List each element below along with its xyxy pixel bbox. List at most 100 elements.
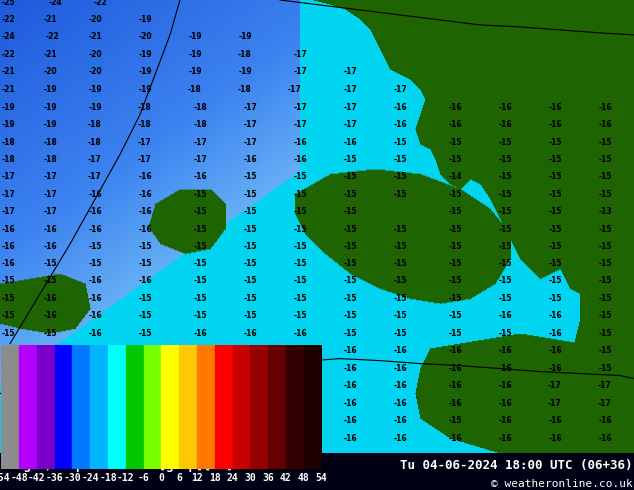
Text: -15: -15 — [598, 190, 612, 199]
Text: -16: -16 — [88, 276, 102, 285]
Text: Height/Temp. 500 hPa [gdmp][°C] ECMWF: Height/Temp. 500 hPa [gdmp][°C] ECMWF — [1, 459, 279, 472]
Text: -16: -16 — [138, 399, 152, 408]
Text: -15: -15 — [1, 311, 15, 320]
Text: -15: -15 — [448, 155, 462, 164]
Text: -16: -16 — [193, 416, 207, 425]
Text: -16: -16 — [293, 329, 307, 338]
Text: -20: -20 — [43, 67, 57, 76]
Text: -15: -15 — [598, 294, 612, 303]
Text: -15: -15 — [498, 155, 512, 164]
Text: -17: -17 — [293, 67, 307, 76]
Text: -15: -15 — [548, 260, 562, 269]
Text: -20: -20 — [88, 50, 102, 59]
Text: -15: -15 — [88, 381, 101, 390]
Text: -16: -16 — [293, 381, 307, 390]
Text: -18: -18 — [193, 120, 207, 129]
Text: -15: -15 — [598, 346, 612, 355]
Text: 568: 568 — [193, 356, 210, 365]
Text: 48: 48 — [298, 473, 309, 483]
Text: -13: -13 — [598, 207, 612, 216]
Text: -15: -15 — [448, 242, 462, 250]
Text: -6: -6 — [138, 473, 150, 483]
Text: -16: -16 — [193, 329, 207, 338]
Text: -16: -16 — [243, 416, 257, 425]
Text: -15: -15 — [1, 416, 15, 425]
Text: -15: -15 — [598, 155, 612, 164]
Text: -15: -15 — [548, 294, 562, 303]
Text: -16: -16 — [498, 311, 512, 320]
Text: -18: -18 — [138, 120, 152, 129]
Text: -17: -17 — [293, 50, 307, 59]
Text: -16: -16 — [448, 399, 462, 408]
Text: -16: -16 — [498, 120, 512, 129]
Text: -15: -15 — [448, 329, 462, 338]
Text: -15: -15 — [243, 224, 257, 234]
Text: -15: -15 — [498, 329, 512, 338]
Text: -16: -16 — [448, 364, 462, 373]
Text: -16: -16 — [393, 399, 407, 408]
Text: -19: -19 — [138, 67, 152, 76]
Text: -19: -19 — [138, 85, 152, 94]
Text: -16: -16 — [343, 138, 357, 147]
Text: -15: -15 — [498, 207, 512, 216]
Text: -15: -15 — [498, 260, 512, 269]
Text: -15: -15 — [598, 276, 612, 285]
Text: -15: -15 — [448, 138, 462, 147]
Text: -15: -15 — [343, 276, 357, 285]
Text: -16: -16 — [138, 346, 152, 355]
Text: -15: -15 — [138, 294, 152, 303]
Text: -15: -15 — [598, 329, 612, 338]
Text: -16: -16 — [393, 364, 407, 373]
Text: -14: -14 — [448, 172, 462, 181]
Text: 18: 18 — [209, 473, 221, 483]
Text: -19: -19 — [188, 67, 202, 76]
Text: -16: -16 — [43, 346, 57, 355]
Text: -17: -17 — [293, 103, 307, 112]
Text: -16: -16 — [88, 207, 102, 216]
Text: -15: -15 — [243, 242, 257, 250]
Text: -16: -16 — [138, 172, 152, 181]
Text: -17: -17 — [138, 155, 152, 164]
Text: -15: -15 — [294, 224, 307, 234]
Text: -15: -15 — [548, 155, 562, 164]
Text: -15: -15 — [598, 172, 612, 181]
Text: -15: -15 — [448, 276, 462, 285]
Text: -15: -15 — [43, 329, 57, 338]
Text: -15: -15 — [343, 260, 357, 269]
Text: -21: -21 — [43, 15, 57, 24]
Text: 54: 54 — [316, 473, 327, 483]
Text: 30: 30 — [245, 473, 256, 483]
Text: -21: -21 — [1, 67, 15, 76]
Text: -17: -17 — [343, 85, 357, 94]
Text: -15: -15 — [1, 364, 15, 373]
Text: -15: -15 — [43, 381, 57, 390]
Text: -16: -16 — [448, 346, 462, 355]
Text: -16: -16 — [343, 399, 357, 408]
Text: -15: -15 — [193, 294, 207, 303]
Text: -15: -15 — [498, 294, 512, 303]
Text: -16: -16 — [498, 416, 512, 425]
Text: -16: -16 — [498, 381, 512, 390]
Text: -16: -16 — [598, 434, 612, 443]
Text: -19: -19 — [238, 32, 252, 41]
Text: -15: -15 — [193, 242, 207, 250]
Text: -15: -15 — [138, 311, 152, 320]
Text: -17: -17 — [343, 120, 357, 129]
Text: -17: -17 — [548, 399, 562, 408]
Text: -19: -19 — [138, 15, 152, 24]
Text: -15: -15 — [548, 190, 562, 199]
Text: -16: -16 — [193, 346, 207, 355]
Text: -16: -16 — [88, 294, 102, 303]
Text: -16: -16 — [393, 103, 407, 112]
Text: -16: -16 — [598, 103, 612, 112]
Text: -15: -15 — [448, 190, 462, 199]
Text: 36: 36 — [262, 473, 274, 483]
Text: -16: -16 — [243, 381, 257, 390]
Text: -19: -19 — [188, 50, 202, 59]
Text: -15: -15 — [393, 242, 407, 250]
Text: -16: -16 — [448, 103, 462, 112]
Text: -17: -17 — [288, 85, 302, 94]
Text: -17: -17 — [393, 85, 407, 94]
Text: -15: -15 — [393, 190, 407, 199]
Text: -16: -16 — [393, 346, 407, 355]
